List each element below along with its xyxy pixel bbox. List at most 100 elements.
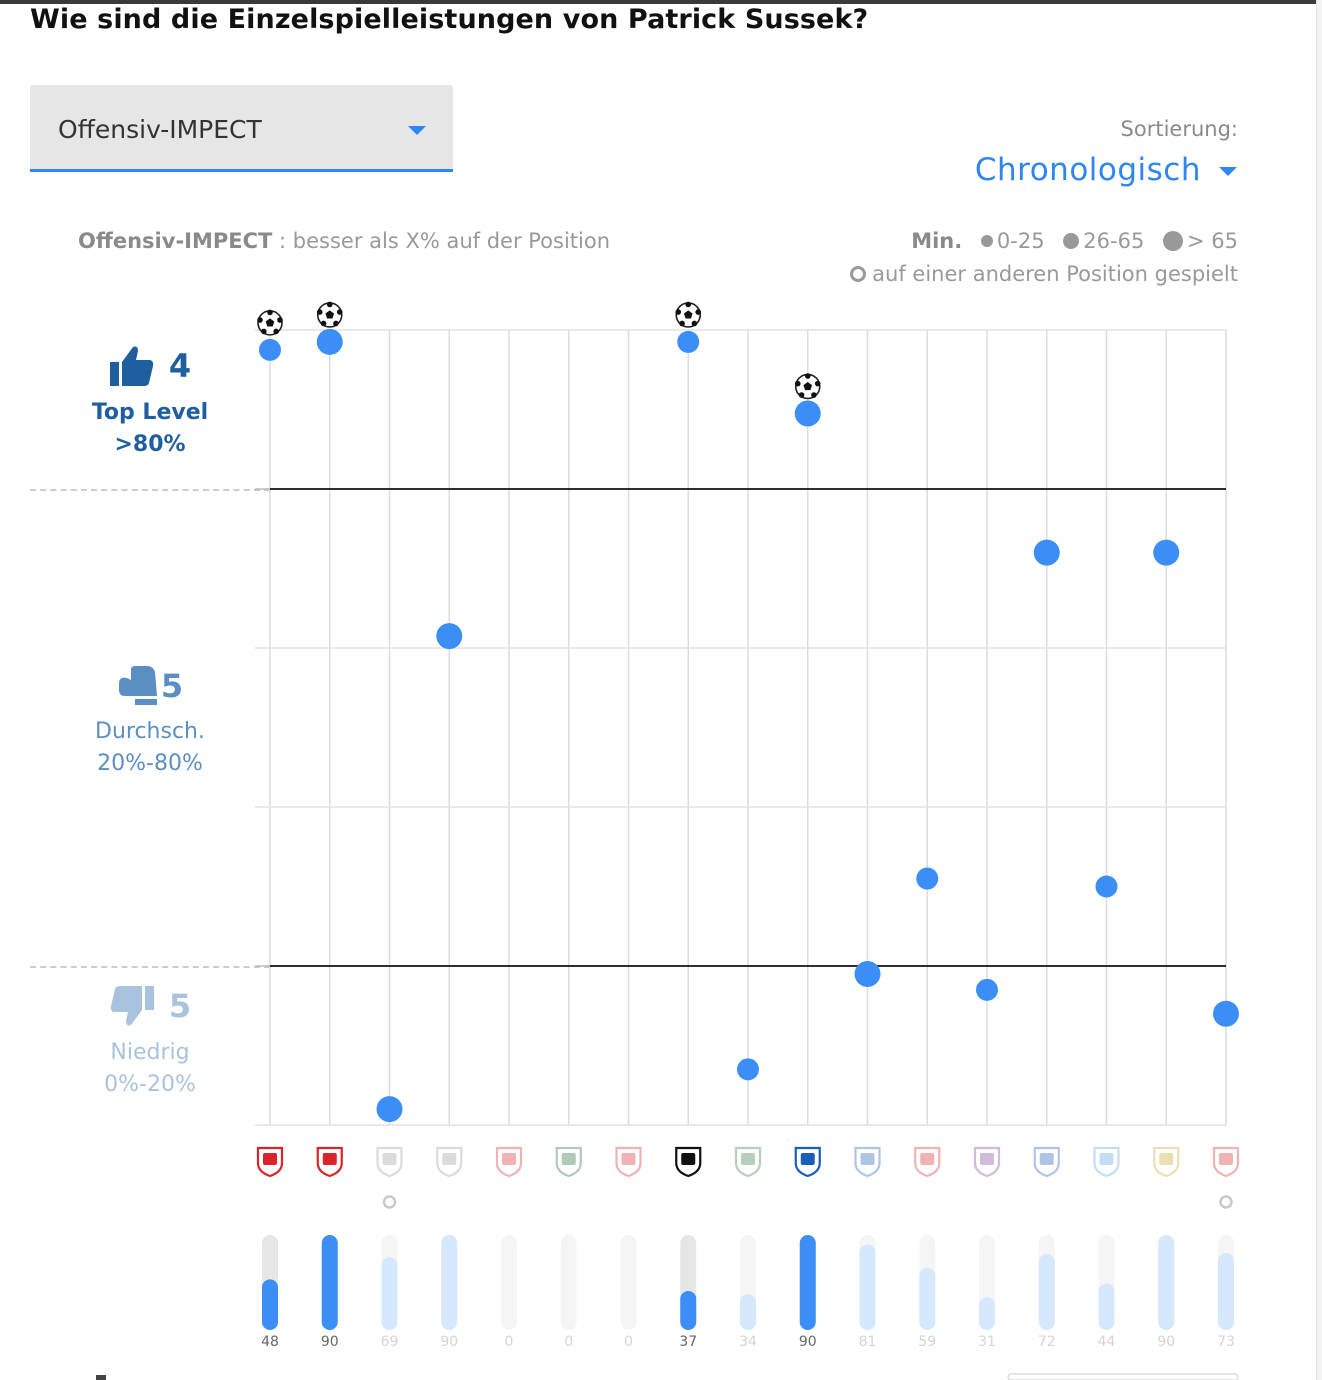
crest-emblem xyxy=(322,1153,337,1165)
fc-ingolstadt-crest xyxy=(675,1146,702,1178)
subtitle-text: : besser als X% auf der Position xyxy=(272,229,611,253)
legend-large-dot-icon xyxy=(1163,230,1183,251)
minutes-bar-track xyxy=(560,1235,577,1330)
crest-emblem xyxy=(1159,1153,1174,1165)
page-scrollbar[interactable] xyxy=(1316,0,1322,1380)
top-divider xyxy=(30,489,270,491)
subtitle-metric: Offensiv-IMPECT xyxy=(78,229,273,253)
minutes-bar-fill xyxy=(979,1297,995,1330)
minutes-bar-track xyxy=(501,1235,517,1330)
crest-emblem xyxy=(681,1153,696,1165)
minutes-label: 90 xyxy=(321,1334,339,1350)
category-top-level: 4 Top Level >80% xyxy=(30,345,270,461)
other-position-ring-icon xyxy=(382,1195,397,1209)
minutes-label: 37 xyxy=(679,1334,697,1350)
chart-subtitle: Offensiv-IMPECT : besser als X% auf der … xyxy=(78,229,610,253)
soccer-ball-patch xyxy=(794,380,801,387)
soccer-ball-patch xyxy=(811,392,817,398)
team-crest xyxy=(495,1146,523,1178)
sort-dropdown[interactable]: Chronologisch xyxy=(974,152,1201,188)
average-name: Durchsch. xyxy=(95,719,205,744)
ssv-ulm-crest xyxy=(376,1146,403,1178)
thumbs-down-icon xyxy=(110,986,154,1026)
soccer-ball-patch xyxy=(685,301,692,308)
minutes-bar-fill xyxy=(1038,1254,1055,1330)
category-low: 5 Niedrig 0%-20% xyxy=(30,985,270,1101)
soccer-ball-patch xyxy=(326,301,333,308)
crest-shield xyxy=(615,1146,642,1178)
minutes-bar-fill xyxy=(799,1235,816,1330)
soccer-ball-patch xyxy=(273,328,279,335)
minutes-bar-fill xyxy=(381,1257,398,1330)
minutes-bar-fill xyxy=(1218,1252,1234,1330)
minutes-label: 59 xyxy=(918,1334,936,1350)
crest-shield xyxy=(914,1146,941,1178)
legend-ring-icon xyxy=(850,265,867,282)
soccer-ball-patch xyxy=(675,309,682,315)
crest-emblem xyxy=(621,1153,636,1165)
hand-flat-icon xyxy=(118,666,157,705)
soccer-ball-patch xyxy=(336,309,343,315)
data-point xyxy=(1213,1000,1239,1027)
crest-shield xyxy=(436,1146,463,1178)
average-count: 5 xyxy=(160,667,184,705)
footer-mark xyxy=(96,1375,106,1380)
legend-small-dot-icon xyxy=(980,234,993,247)
legend-range-small: 0-25 xyxy=(996,229,1045,253)
low-range: 0%-20% xyxy=(104,1072,196,1097)
metric-dropdown[interactable]: Offensiv-IMPECT xyxy=(30,85,453,172)
minutes-label: 81 xyxy=(859,1334,877,1350)
soccer-ball-icon xyxy=(316,301,343,328)
soccer-ball-patch xyxy=(804,373,811,379)
top-border xyxy=(0,0,1316,4)
top-level-range: >80% xyxy=(114,432,186,457)
sort-label: Sortierung: xyxy=(1120,117,1238,141)
crest-emblem xyxy=(860,1153,875,1165)
data-point xyxy=(976,978,998,1001)
scv-crest xyxy=(436,1146,463,1178)
team-crest xyxy=(1033,1146,1060,1178)
crest-shield xyxy=(734,1146,762,1178)
soccer-ball-icon xyxy=(257,309,283,336)
tsv-1860-crest xyxy=(854,1146,881,1178)
minutes-label: 90 xyxy=(440,1334,458,1350)
minutes-label: 44 xyxy=(1098,1334,1116,1350)
minutes-label: 0 xyxy=(564,1334,573,1350)
soccer-ball-patch xyxy=(333,320,339,327)
team-crest xyxy=(973,1146,1001,1178)
footer-button-edge xyxy=(1007,1373,1239,1380)
legend-min-label: Min. xyxy=(911,229,963,253)
minutes-legend: Min. 0-25 26-65 > 65 auf einer anderen P… xyxy=(850,229,1238,295)
thumbs-up-icon xyxy=(109,346,154,386)
minutes-label: 73 xyxy=(1217,1334,1235,1350)
crest-emblem xyxy=(442,1153,457,1165)
hansa-rostock-crest xyxy=(794,1146,821,1178)
minutes-bar-fill xyxy=(262,1279,278,1330)
data-point xyxy=(1153,539,1180,566)
crest-emblem xyxy=(263,1153,277,1165)
crest-emblem xyxy=(980,1153,994,1165)
data-point xyxy=(316,328,343,355)
soccer-ball-patch xyxy=(261,328,267,335)
crest-emblem xyxy=(382,1153,397,1165)
team-crest xyxy=(1153,1146,1180,1178)
soccer-ball-patch xyxy=(320,320,327,327)
crest-shield xyxy=(854,1146,881,1178)
data-point xyxy=(376,1096,403,1123)
minutes-bar-fill xyxy=(441,1235,458,1330)
soccer-ball-patch xyxy=(257,317,263,323)
jahn-regensburg-crest xyxy=(316,1146,343,1178)
crest-shield xyxy=(1153,1146,1180,1178)
team-crest xyxy=(555,1146,582,1178)
soccer-ball-patch xyxy=(267,309,273,316)
sort-chevron-down-icon[interactable] xyxy=(1219,167,1237,176)
crest-shield xyxy=(973,1146,1001,1178)
metric-dropdown-value: Offensiv-IMPECT xyxy=(58,115,262,144)
data-point xyxy=(436,623,463,650)
legend-range-large: > 65 xyxy=(1187,229,1238,253)
minutes-bar-fill xyxy=(740,1294,756,1330)
data-point xyxy=(259,338,281,361)
chevron-down-icon xyxy=(408,126,426,135)
data-point xyxy=(916,867,939,890)
